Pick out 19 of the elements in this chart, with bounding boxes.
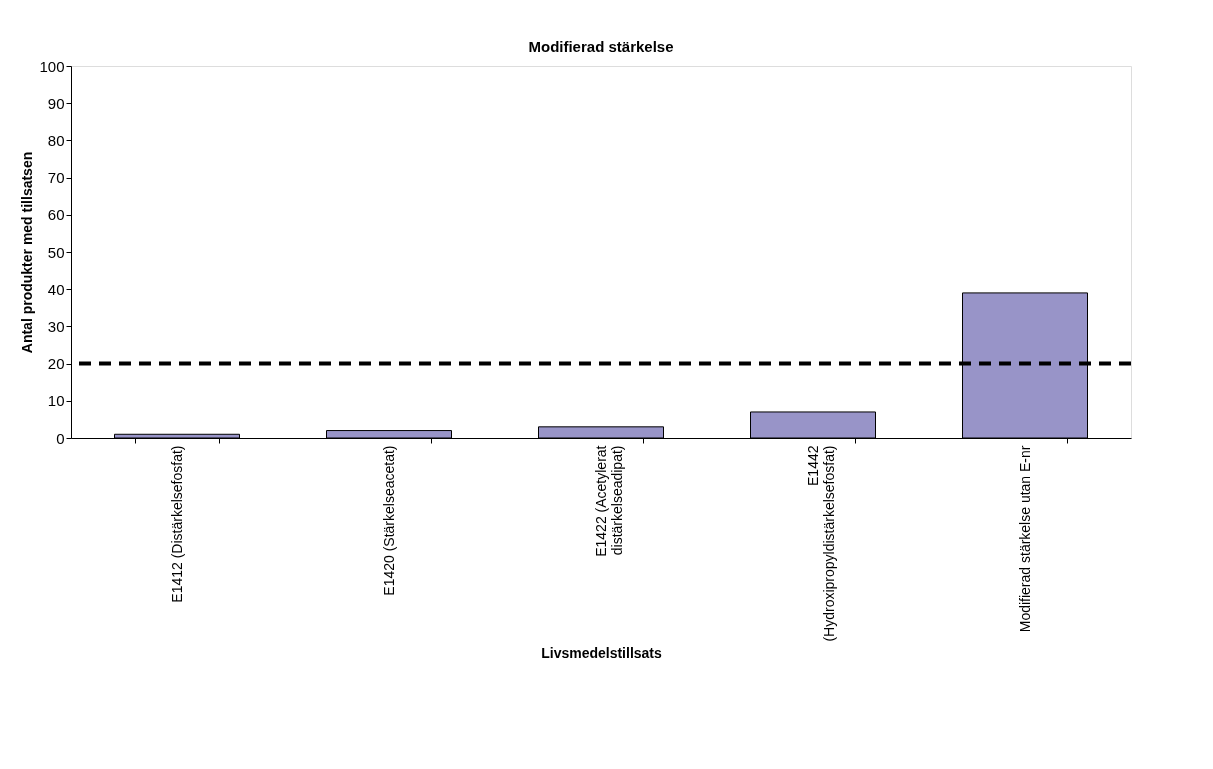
y-axis-title: Antal produkter med tillsatsen	[19, 151, 36, 354]
y-tick-label: 60	[47, 206, 65, 224]
x-tick-label: E1442 (Hydroxipropyldistärkelsefosfat)	[804, 445, 837, 642]
chart-title: Modifierad stärkelse	[528, 38, 674, 55]
y-tick-label: 0	[56, 429, 65, 447]
y-tick-label: 100	[39, 57, 65, 75]
y-tick-label: 80	[47, 131, 65, 149]
y-tick-label: 70	[47, 169, 65, 187]
y-tick-label: 40	[47, 280, 65, 298]
x-tick-label: E1420 (Stärkelseacetat)	[380, 445, 397, 596]
x-axis-title: Livsmedelstillsats	[541, 644, 663, 661]
x-tick-label: E1412 (Distärkelsefosfat)	[168, 445, 185, 603]
y-tick-label: 30	[47, 317, 65, 335]
y-tick-label: 50	[47, 243, 65, 261]
y-tick-label: 20	[47, 355, 65, 373]
x-tick-label: Modifierad stärkelse utan E-nr	[1016, 445, 1033, 633]
y-tick-label: 90	[47, 94, 65, 112]
x-tick-label: E1422 (Acetylerat distärkelseadipat)	[592, 445, 625, 557]
y-tick-label: 10	[47, 392, 65, 410]
